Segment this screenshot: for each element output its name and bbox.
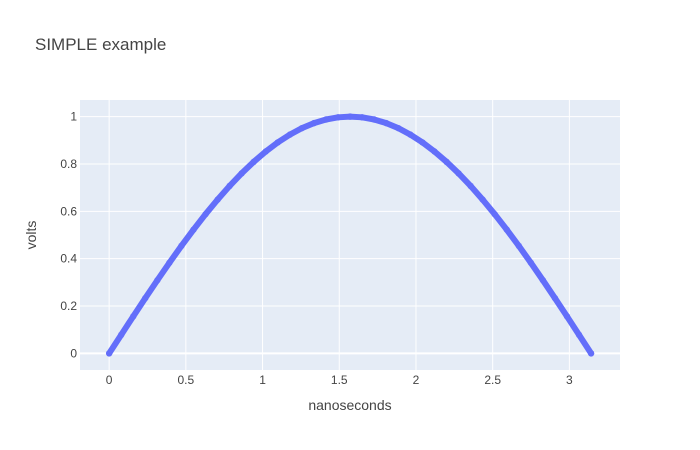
chart-title: SIMPLE example bbox=[35, 35, 166, 54]
data-point[interactable] bbox=[539, 277, 547, 284]
data-point[interactable] bbox=[467, 182, 474, 190]
x-tick-label: 0.5 bbox=[178, 373, 195, 387]
plot-area bbox=[80, 100, 620, 370]
x-axis-title: nanoseconds bbox=[308, 397, 391, 413]
data-point[interactable] bbox=[575, 331, 583, 339]
data-point[interactable] bbox=[310, 119, 318, 127]
y-tick-labels: 0 0.2 0.4 0.6 0.8 1 bbox=[60, 110, 77, 361]
y-tick-label: 0 bbox=[70, 346, 77, 360]
y-tick-label: 0.6 bbox=[60, 204, 77, 218]
data-point[interactable] bbox=[250, 158, 257, 166]
data-point[interactable] bbox=[226, 182, 233, 190]
x-tick-label: 1.5 bbox=[331, 373, 348, 387]
data-point[interactable] bbox=[419, 139, 426, 146]
data-point[interactable] bbox=[178, 242, 185, 250]
series-layer bbox=[105, 113, 595, 357]
data-point[interactable] bbox=[190, 226, 197, 233]
data-point[interactable] bbox=[491, 211, 498, 218]
data-point[interactable] bbox=[166, 259, 173, 266]
y-tick-label: 0.2 bbox=[60, 299, 77, 313]
data-point[interactable] bbox=[154, 277, 161, 284]
data-point[interactable] bbox=[274, 139, 282, 146]
data-point[interactable] bbox=[202, 211, 209, 218]
data-point[interactable] bbox=[455, 170, 462, 177]
x-tick-label: 2.5 bbox=[484, 373, 501, 387]
data-point[interactable] bbox=[563, 313, 571, 320]
data-point[interactable] bbox=[298, 124, 306, 132]
data-point[interactable] bbox=[238, 170, 245, 177]
y-tick-label: 0.4 bbox=[60, 252, 77, 266]
x-tick-label: 2 bbox=[413, 373, 420, 387]
data-point[interactable] bbox=[334, 114, 342, 121]
data-point[interactable] bbox=[322, 116, 330, 123]
data-point[interactable] bbox=[515, 242, 523, 250]
data-point[interactable] bbox=[383, 119, 390, 127]
series-0 bbox=[105, 113, 595, 357]
data-point[interactable] bbox=[130, 313, 137, 320]
data-point[interactable] bbox=[527, 259, 535, 266]
x-tick-label: 0 bbox=[106, 373, 113, 387]
x-tick-label: 1 bbox=[259, 373, 266, 387]
x-gridlines bbox=[108, 100, 570, 370]
y-tick-label: 0.8 bbox=[60, 157, 77, 171]
x-tick-labels: 0 0.5 1 1.5 2 2.5 3 bbox=[106, 373, 573, 387]
y-tick-label: 1 bbox=[70, 110, 77, 124]
data-point[interactable] bbox=[142, 294, 149, 302]
data-point[interactable] bbox=[407, 131, 414, 138]
data-point[interactable] bbox=[587, 350, 595, 357]
x-tick-label: 3 bbox=[566, 373, 573, 387]
data-point[interactable] bbox=[479, 196, 486, 203]
data-point[interactable] bbox=[105, 350, 113, 357]
data-point[interactable] bbox=[395, 124, 402, 132]
data-point[interactable] bbox=[503, 226, 510, 233]
y-axis-title: volts bbox=[23, 221, 39, 250]
data-point[interactable] bbox=[214, 196, 221, 203]
data-point[interactable] bbox=[117, 331, 125, 339]
data-point[interactable] bbox=[443, 158, 450, 166]
data-point[interactable] bbox=[371, 116, 378, 123]
data-point[interactable] bbox=[262, 148, 269, 155]
data-point[interactable] bbox=[431, 148, 438, 155]
data-point[interactable] bbox=[358, 114, 366, 121]
data-point[interactable] bbox=[551, 294, 559, 302]
data-point[interactable] bbox=[286, 131, 294, 138]
data-point[interactable] bbox=[346, 113, 354, 120]
